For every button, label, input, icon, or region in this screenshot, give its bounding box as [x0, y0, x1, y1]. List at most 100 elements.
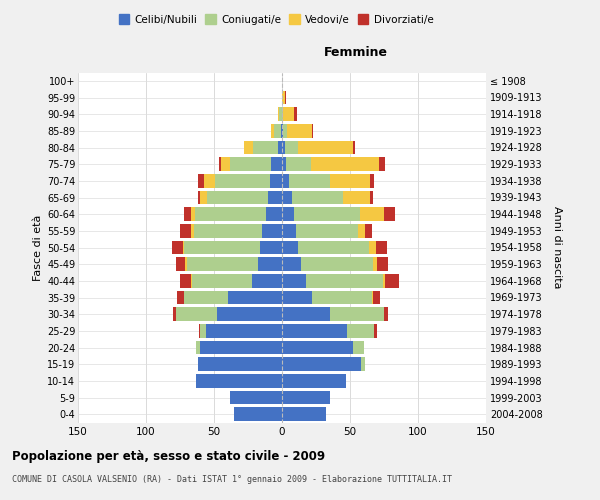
- Bar: [282, 390, 329, 404]
- Bar: [176, 258, 185, 271]
- Bar: [282, 358, 361, 371]
- Bar: [173, 308, 176, 321]
- Bar: [252, 274, 282, 287]
- Bar: [358, 224, 365, 237]
- Bar: [194, 224, 262, 237]
- Bar: [365, 224, 372, 237]
- Bar: [282, 208, 294, 221]
- Bar: [274, 124, 281, 138]
- Bar: [278, 140, 282, 154]
- Bar: [292, 190, 343, 204]
- Bar: [180, 274, 191, 287]
- Bar: [271, 158, 282, 171]
- Bar: [200, 340, 282, 354]
- Bar: [282, 274, 307, 287]
- Bar: [294, 108, 297, 121]
- Bar: [260, 240, 282, 254]
- Bar: [312, 124, 313, 138]
- Bar: [282, 224, 296, 237]
- Bar: [271, 124, 274, 138]
- Bar: [177, 290, 184, 304]
- Bar: [244, 140, 253, 154]
- Bar: [227, 290, 282, 304]
- Bar: [270, 174, 282, 188]
- Bar: [373, 290, 380, 304]
- Bar: [278, 108, 279, 121]
- Bar: [206, 324, 282, 338]
- Bar: [285, 90, 286, 104]
- Bar: [377, 258, 388, 271]
- Bar: [282, 258, 301, 271]
- Bar: [370, 174, 374, 188]
- Bar: [376, 240, 387, 254]
- Text: Popolazione per età, sesso e stato civile - 2009: Popolazione per età, sesso e stato civil…: [12, 450, 325, 463]
- Bar: [191, 224, 194, 237]
- Bar: [184, 208, 191, 221]
- Bar: [384, 308, 388, 321]
- Bar: [230, 390, 282, 404]
- Bar: [200, 324, 206, 338]
- Bar: [184, 240, 260, 254]
- Bar: [361, 358, 365, 371]
- Bar: [195, 208, 266, 221]
- Bar: [373, 258, 377, 271]
- Bar: [370, 190, 373, 204]
- Bar: [385, 274, 399, 287]
- Bar: [266, 208, 282, 221]
- Bar: [347, 324, 374, 338]
- Bar: [282, 108, 283, 121]
- Bar: [279, 108, 282, 121]
- Bar: [282, 90, 285, 104]
- Bar: [329, 308, 384, 321]
- Bar: [369, 240, 376, 254]
- Bar: [379, 158, 385, 171]
- Bar: [294, 208, 359, 221]
- Bar: [268, 190, 282, 204]
- Bar: [374, 324, 377, 338]
- Bar: [282, 124, 283, 138]
- Bar: [298, 240, 369, 254]
- Bar: [384, 208, 395, 221]
- Bar: [217, 308, 282, 321]
- Bar: [196, 374, 282, 388]
- Bar: [287, 124, 312, 138]
- Bar: [205, 174, 215, 188]
- Bar: [235, 408, 282, 421]
- Bar: [230, 158, 271, 171]
- Bar: [282, 408, 326, 421]
- Bar: [282, 190, 292, 204]
- Bar: [359, 208, 384, 221]
- Bar: [215, 174, 270, 188]
- Bar: [187, 258, 257, 271]
- Text: Femmine: Femmine: [323, 46, 388, 59]
- Bar: [353, 140, 355, 154]
- Bar: [197, 174, 205, 188]
- Bar: [184, 290, 227, 304]
- Bar: [257, 258, 282, 271]
- Bar: [282, 324, 347, 338]
- Bar: [191, 274, 192, 287]
- Bar: [200, 190, 207, 204]
- Bar: [307, 274, 383, 287]
- Text: COMUNE DI CASOLA VALSENIO (RA) - Dati ISTAT 1° gennaio 2009 - Elaborazione TUTTI: COMUNE DI CASOLA VALSENIO (RA) - Dati IS…: [12, 475, 452, 484]
- Bar: [192, 274, 252, 287]
- Bar: [283, 108, 294, 121]
- Bar: [372, 290, 373, 304]
- Bar: [172, 240, 183, 254]
- Bar: [353, 340, 364, 354]
- Bar: [282, 308, 329, 321]
- Bar: [285, 140, 298, 154]
- Bar: [183, 240, 184, 254]
- Bar: [282, 340, 353, 354]
- Bar: [289, 174, 329, 188]
- Bar: [282, 140, 285, 154]
- Bar: [296, 224, 358, 237]
- Bar: [301, 258, 373, 271]
- Y-axis label: Anni di nascita: Anni di nascita: [553, 206, 562, 288]
- Bar: [196, 340, 200, 354]
- Bar: [282, 290, 312, 304]
- Bar: [298, 140, 353, 154]
- Bar: [281, 124, 282, 138]
- Bar: [262, 224, 282, 237]
- Bar: [197, 358, 282, 371]
